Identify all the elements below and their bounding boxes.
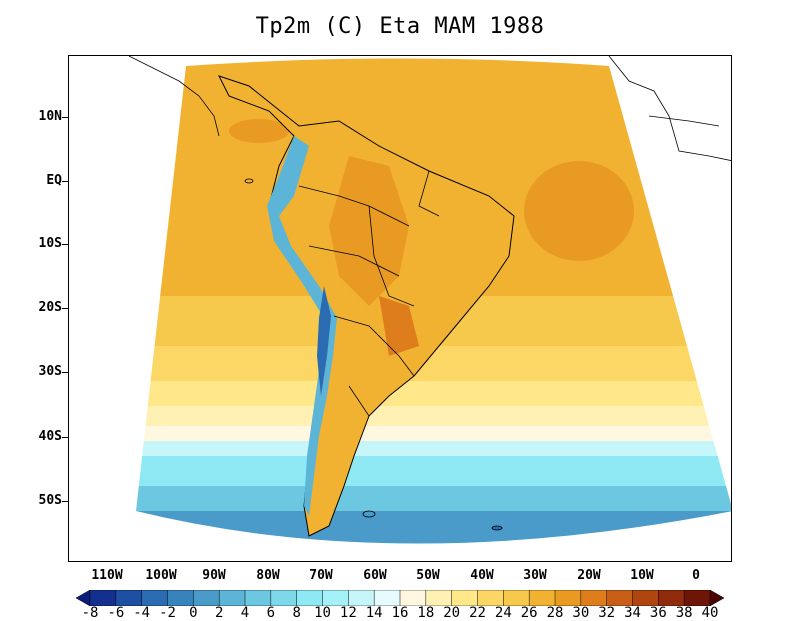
colorbar-swatch — [528, 590, 556, 606]
colorbar-tick-label: -2 — [159, 605, 176, 621]
temperature-field — [128, 56, 731, 544]
colorbar-swatch — [709, 590, 724, 606]
lat-label-50s: 50S — [38, 493, 62, 508]
colorbar-swatch — [89, 590, 117, 606]
colorbar-tick-label: 12 — [339, 605, 357, 621]
lat-label-eq: EQ — [46, 173, 62, 188]
colorbar-tick-label: 20 — [443, 605, 461, 621]
map-title: Tp2m (C) Eta MAM 1988 — [255, 14, 545, 39]
lon-label-40w: 40W — [470, 568, 494, 583]
lon-label-90w: 90W — [202, 568, 226, 583]
warm-atlantic-patch — [524, 161, 634, 261]
lon-label-20w: 20W — [577, 568, 601, 583]
colorbar-swatch — [167, 590, 195, 606]
colorbar-tick-label: 38 — [675, 605, 693, 621]
map-frame — [68, 55, 732, 562]
colorbar-swatch — [632, 590, 660, 606]
colorbar-swatch — [193, 590, 220, 606]
band-18c — [136, 426, 731, 441]
colorbar-tick-label: 30 — [572, 605, 590, 621]
colorbar-swatch — [580, 590, 608, 606]
lon-label-60w: 60W — [363, 568, 387, 583]
lon-label-0: 0 — [692, 568, 700, 583]
colorbar-tick-label: 10 — [314, 605, 331, 621]
band-2c — [136, 511, 731, 544]
colorbar-swatch — [606, 590, 634, 606]
band-22c — [136, 381, 731, 406]
colorbar-swatch — [322, 590, 350, 606]
colorbar-tick-label: 18 — [417, 605, 435, 621]
colorbar-swatch — [115, 590, 143, 606]
colorbar-tick-label: 0 — [189, 605, 198, 621]
lon-label-110w: 110W — [91, 568, 123, 583]
lon-label-70w: 70W — [309, 568, 333, 583]
colorbar-tick-label: 26 — [520, 605, 538, 621]
lon-label-80w: 80W — [256, 568, 280, 583]
colorbar-swatch — [296, 590, 324, 606]
lat-label-10s: 10S — [38, 236, 62, 251]
colorbar-tick-label: 36 — [649, 605, 667, 621]
colorbar-swatch — [477, 590, 505, 606]
lon-label-100w: 100W — [145, 568, 177, 583]
colorbar-swatch — [399, 590, 427, 606]
colorbar-tick-label: 2 — [214, 605, 224, 621]
colorbar-tick-label: 4 — [240, 605, 250, 621]
band-6c — [136, 486, 731, 511]
colorbar-swatch — [554, 590, 582, 606]
band-10c — [136, 456, 731, 486]
colorbar-swatch — [76, 590, 91, 606]
band-14c — [136, 441, 731, 456]
lat-label-20s: 20S — [38, 300, 62, 315]
colorbar-tick-label: -4 — [133, 605, 151, 621]
colorbar-swatch — [348, 590, 375, 606]
colorbar-tick-label: 40 — [701, 605, 719, 621]
lat-label-10n: 10N — [38, 109, 62, 124]
lon-label-50w: 50W — [416, 568, 440, 583]
colorbar-swatch — [244, 590, 272, 606]
colorbar-tick-label: 6 — [266, 605, 276, 621]
colorbar-swatch — [373, 590, 401, 606]
colorbar-swatch — [503, 590, 530, 606]
colorbar-tick-label: 34 — [624, 605, 641, 621]
colorbar-tick-label: 8 — [292, 605, 301, 621]
colorbar-swatch — [270, 590, 298, 606]
colorbar-tick-label: -6 — [107, 605, 125, 621]
colorbar-swatch — [218, 590, 246, 606]
andes-cold-strip — [267, 136, 337, 516]
country-borders — [298, 170, 440, 417]
falkland-islands — [362, 510, 376, 518]
lat-label-30s: 30S — [38, 364, 62, 379]
colorbar-tick-label: 14 — [365, 605, 383, 621]
band-20c — [136, 406, 731, 426]
colorbar-tick-label: 16 — [391, 605, 409, 621]
colorbar-swatch — [425, 590, 453, 606]
colorbar-tick-label: 22 — [469, 605, 486, 621]
colorbar — [76, 590, 724, 606]
lon-label-10w: 10W — [630, 568, 654, 583]
colorbar-swatch — [658, 590, 685, 606]
lat-label-40s: 40S — [38, 429, 62, 444]
colorbar-swatch — [141, 590, 169, 606]
lon-label-30w: 30W — [523, 568, 547, 583]
colorbar-swatch — [451, 590, 479, 606]
colorbar-tick-label: 28 — [546, 605, 564, 621]
colorbar-tick-label: 24 — [494, 605, 512, 621]
colorbar-tick-label: -8 — [81, 605, 99, 621]
colorbar-tick-label: 32 — [598, 605, 616, 621]
colorbar-swatch — [683, 590, 711, 606]
coastline-outside-domain — [128, 56, 731, 161]
galapagos-islands — [244, 178, 254, 184]
